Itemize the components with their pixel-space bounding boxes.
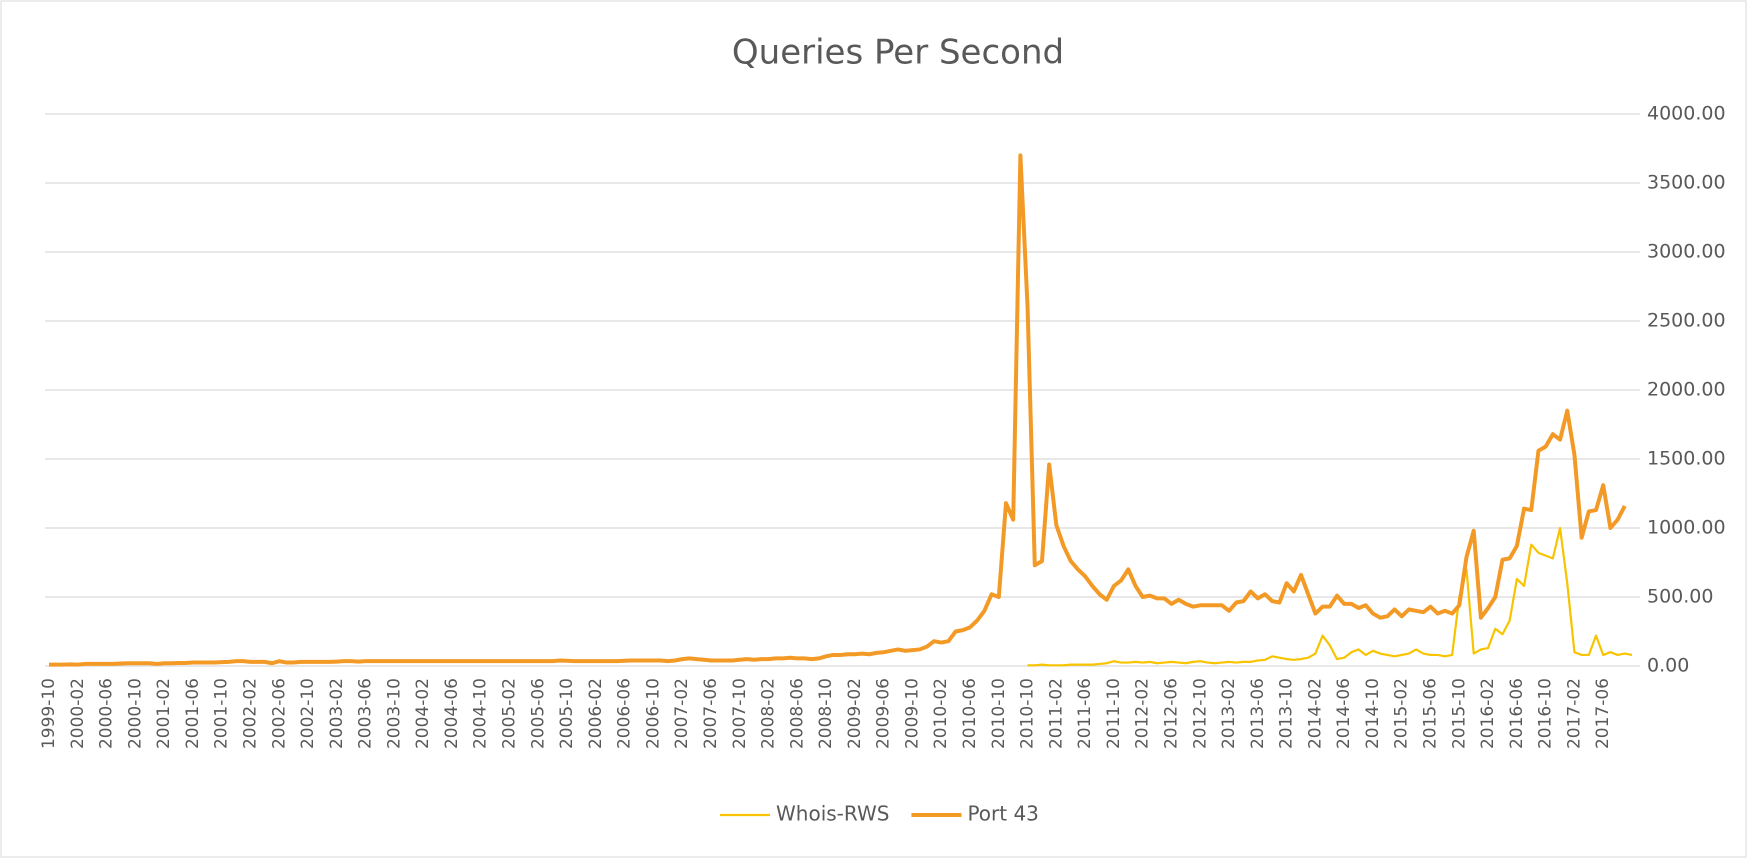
x-tick-label: 2011-06 (1075, 678, 1095, 749)
x-tick-label: 2007-10 (730, 678, 750, 749)
x-tick-label: 2015-06 (1421, 678, 1441, 749)
data-line (1027, 526, 1633, 667)
x-tick-label: 2014-06 (1334, 678, 1354, 749)
x-tick-label: 2008-10 (816, 678, 836, 749)
x-tick-label: 2006-02 (586, 678, 606, 749)
x-tick-label: 2011-10 (1104, 678, 1124, 749)
x-tick-label: 2016-02 (1478, 678, 1498, 749)
x-tick-label: 2000-10 (125, 678, 145, 749)
x-tick-label: 2002-10 (298, 678, 318, 749)
x-tick-label: 2013-10 (1277, 678, 1297, 749)
x-tick-label: 2011-02 (1046, 678, 1066, 749)
y-tick-label: 2000.00 (1647, 379, 1726, 401)
x-tick-label: 2009-06 (874, 678, 894, 749)
y-tick-label: 4000.00 (1647, 103, 1726, 125)
x-tick-label: 2014-02 (1305, 678, 1325, 749)
x-tick-label: 2007-02 (672, 678, 692, 749)
legend-label: Whois-RWS (776, 802, 889, 826)
x-tick-label: 2003-10 (384, 678, 404, 749)
x-tick-label: 2012-06 (1161, 678, 1181, 749)
x-tick-label: 2001-10 (212, 678, 232, 749)
y-tick-label: 0.00 (1647, 655, 1689, 677)
x-tick-label: 2013-06 (1248, 678, 1268, 749)
x-tick-label: 2006-10 (643, 678, 663, 749)
x-tick-label: 2012-02 (1133, 678, 1153, 749)
x-tick-label: 2003-06 (356, 678, 376, 749)
y-tick-label: 500.00 (1647, 586, 1713, 608)
x-tick-label: 2005-10 (557, 678, 577, 749)
x-tick-label: 1999-10 (39, 678, 59, 749)
x-tick-label: 2001-02 (154, 678, 174, 749)
x-tick-label: 2014-10 (1363, 678, 1383, 749)
y-tick-label: 2500.00 (1647, 310, 1726, 332)
x-tick-label: 2015-02 (1392, 678, 1412, 749)
x-tick-label: 2017-02 (1564, 678, 1584, 749)
x-tick-label: 2006-06 (615, 678, 635, 749)
y-tick-label: 1000.00 (1647, 517, 1726, 539)
x-tick-label: 2005-02 (500, 678, 520, 749)
x-tick-label: 2010-02 (931, 678, 951, 749)
x-tick-label: 2010-10 (1018, 678, 1038, 749)
y-tick-label: 1500.00 (1647, 448, 1726, 470)
x-tick-label: 2000-02 (68, 678, 88, 749)
x-tick-label: 2008-06 (787, 678, 807, 749)
x-tick-label: 2004-06 (442, 678, 462, 749)
x-tick-label: 2012-10 (1190, 678, 1210, 749)
x-tick-label: 2003-02 (327, 678, 347, 749)
x-tick-label: 2002-06 (269, 678, 289, 749)
x-tick-label: 2008-02 (759, 678, 779, 749)
legend-label: Port 43 (967, 802, 1038, 826)
chart-title: Queries Per Second (732, 33, 1064, 73)
x-tick-label: 2013-02 (1219, 678, 1239, 749)
x-tick-label: 2005-06 (528, 678, 548, 749)
x-tick-label: 2016-06 (1507, 678, 1527, 749)
y-tick-label: 3500.00 (1647, 172, 1726, 194)
x-tick-label: 2009-02 (845, 678, 865, 749)
x-tick-label: 2004-10 (471, 678, 491, 749)
data-line (49, 153, 1627, 667)
x-tick-label: 2004-02 (413, 678, 433, 749)
x-tick-label: 2001-06 (183, 678, 203, 749)
x-tick-label: 2017-06 (1593, 678, 1613, 749)
x-tick-label: 2010-10 (989, 678, 1009, 749)
x-tick-label: 2007-06 (701, 678, 721, 749)
x-tick-label: 2016-10 (1536, 678, 1556, 749)
x-tick-label: 2010-06 (960, 678, 980, 749)
x-tick-label: 2000-06 (97, 678, 117, 749)
x-tick-label: 2015-10 (1449, 678, 1469, 749)
x-tick-label: 2009-10 (902, 678, 922, 749)
x-tick-label: 2002-02 (240, 678, 260, 749)
y-tick-label: 3000.00 (1647, 241, 1726, 263)
